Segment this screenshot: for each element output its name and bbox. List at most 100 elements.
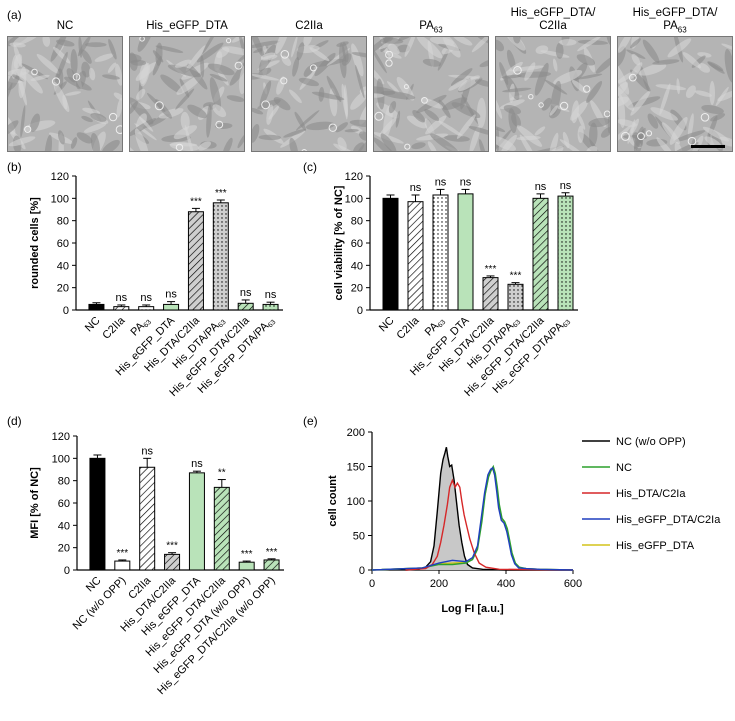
y-tick-label: 20 — [351, 283, 363, 295]
micrograph-label-6-line2: PA63 — [663, 20, 687, 35]
y-tick-label: 100 — [51, 193, 69, 205]
significance-label: *** — [215, 188, 227, 199]
panel-letter-b: (b) — [7, 160, 22, 174]
bar — [557, 195, 574, 311]
y-axis-label: cell viability [% of NC] — [333, 185, 345, 300]
y-axis-label: MFI [% of NC] — [29, 467, 41, 539]
series-line-4 — [371, 467, 574, 571]
bar — [457, 193, 474, 311]
micrograph-label-2: His_eGFP_DTA — [129, 20, 245, 33]
micrograph-image-his-egfp-dta-c2iia — [495, 36, 611, 152]
legend-label: NC (w/o OPP) — [616, 436, 686, 448]
y-axis-label: rounded cells [%] — [29, 197, 41, 289]
x-tick-label: NC — [377, 315, 397, 335]
scale-bar — [691, 145, 725, 148]
bar — [113, 306, 130, 311]
y-tick-label: 40 — [58, 520, 70, 532]
bar — [237, 302, 254, 311]
micrograph-label-2-line1: His_eGFP_DTA — [146, 20, 228, 32]
micrograph-label-3: C2IIa — [251, 20, 367, 33]
significance-label: *** — [266, 547, 278, 558]
y-tick-label: 100 — [347, 496, 365, 508]
y-tick-label: 120 — [345, 171, 363, 183]
bar — [88, 303, 105, 311]
x-tick-label: C2IIa — [100, 314, 128, 342]
significance-label: ns — [460, 176, 472, 188]
significance-label: ns — [140, 292, 152, 304]
panel-letter-c: (c) — [303, 160, 317, 174]
y-tick-label: 60 — [351, 238, 363, 250]
bar — [187, 211, 204, 311]
legend-label: His_DTA/C2Ia — [616, 488, 686, 500]
significance-label: *** — [485, 264, 497, 275]
micrograph-image-his-egfp-dta — [129, 36, 245, 152]
x-axis-label: Log FI [a.u.] — [441, 603, 504, 615]
bar — [263, 559, 280, 571]
y-tick-label: 40 — [57, 260, 69, 272]
bar — [188, 472, 205, 571]
bar — [262, 303, 279, 311]
micrograph-label-4: PA63 — [373, 20, 489, 36]
y-tick-label: 20 — [58, 543, 70, 555]
significance-label: ns — [535, 181, 547, 193]
y-tick-label: 0 — [63, 305, 69, 317]
significance-label: ** — [218, 468, 226, 479]
micrograph-label-1: NC — [7, 20, 123, 33]
significance-label: *** — [116, 548, 128, 559]
significance-label: *** — [241, 549, 253, 560]
y-tick-label: 150 — [347, 462, 365, 474]
micrograph-label-6-line1: His_eGFP_DTA/ — [632, 7, 718, 19]
bar — [482, 277, 499, 311]
y-tick-label: 60 — [58, 498, 70, 510]
significance-label: ns — [560, 180, 572, 192]
panel-letter-a: (a) — [7, 8, 22, 22]
significance-label: ns — [141, 445, 153, 457]
y-tick-label: 100 — [345, 193, 363, 205]
bar — [163, 303, 180, 311]
panel-letter-d: (d) — [7, 414, 22, 428]
legend-label: His_eGFP_DTA — [616, 540, 695, 552]
chart-e-histogram: 0 50 100 150 200 0 200 400 600 Log FI [a.u.] cell … — [327, 427, 721, 615]
bar — [139, 466, 156, 571]
y-tick-label: 100 — [52, 453, 70, 465]
y-tick-label: 120 — [51, 171, 69, 183]
x-tick-label: 400 — [497, 578, 515, 590]
y-tick-label: 80 — [57, 216, 69, 228]
y-tick-label: 50 — [353, 531, 365, 543]
micrograph-label-4-line1: PA63 — [419, 20, 443, 35]
y-tick-label: 80 — [58, 476, 70, 488]
y-tick-label: 120 — [52, 431, 70, 443]
bar — [238, 561, 255, 571]
micrograph-label-5: His_eGFP_DTA/ C2IIa — [495, 7, 611, 33]
significance-label: *** — [166, 541, 178, 552]
significance-label: ns — [191, 458, 203, 470]
x-tick-label: 600 — [564, 578, 582, 590]
x-tick-label: C2IIa — [395, 314, 423, 342]
y-tick-label: 0 — [357, 305, 363, 317]
bar — [407, 201, 424, 311]
significance-label: ns — [265, 289, 277, 301]
y-tick-label: 80 — [351, 216, 363, 228]
y-axis-label: cell count — [327, 475, 339, 527]
bar — [532, 197, 549, 311]
bar — [138, 306, 155, 311]
y-tick-label: 200 — [347, 427, 365, 439]
significance-label: ns — [240, 287, 252, 299]
micrograph-image-nc — [7, 36, 123, 152]
x-tick-label: 200 — [430, 578, 448, 590]
micrograph-image-c2iia — [251, 36, 367, 152]
micrograph-label-3-line1: C2IIa — [295, 20, 323, 32]
x-tick-label: 0 — [369, 578, 375, 590]
series-fill-0 — [405, 447, 573, 570]
y-tick-label: 60 — [57, 238, 69, 250]
legend-label: His_eGFP_DTA/C2Ia — [616, 514, 721, 526]
legend-label: NC — [616, 462, 632, 474]
x-tick-label: NC — [83, 315, 103, 335]
bar — [213, 486, 230, 571]
y-tick-label: 40 — [351, 260, 363, 272]
micrograph-label-5-line1: His_eGFP_DTA/ — [510, 7, 596, 19]
micrograph-label-5-line2: C2IIa — [539, 20, 567, 32]
micrograph-label-1-line1: NC — [56, 20, 74, 32]
